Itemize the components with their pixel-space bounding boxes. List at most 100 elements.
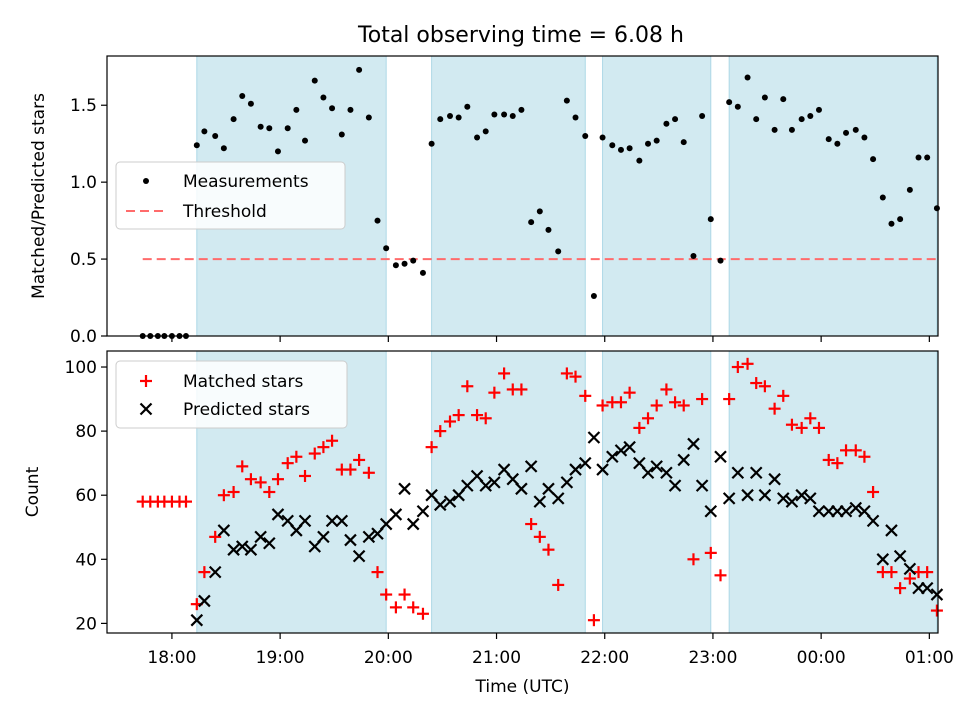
predicted-star-marker bbox=[416, 504, 430, 518]
top-x-ticks bbox=[171, 336, 930, 342]
matched-star-marker bbox=[407, 601, 420, 614]
top-legend: Measurements Threshold bbox=[115, 161, 346, 230]
x-tick-label: 18:00 bbox=[147, 648, 196, 668]
matched-star-marker bbox=[849, 444, 862, 457]
x-axis-label: Time (UTC) bbox=[475, 677, 570, 697]
y-tick-label: 1.5 bbox=[70, 96, 97, 116]
measurement-point bbox=[545, 226, 552, 233]
x-tick-label: 01:00 bbox=[905, 648, 954, 668]
marker-stroke bbox=[641, 466, 655, 480]
marker-stroke bbox=[614, 444, 628, 457]
chart-title: Total observing time = 6.08 h bbox=[357, 23, 684, 48]
measurement-point bbox=[582, 133, 589, 139]
measurement-point bbox=[401, 260, 408, 267]
measurement-point bbox=[897, 216, 904, 223]
matched-star-marker bbox=[768, 402, 781, 415]
predicted-star-marker bbox=[227, 543, 240, 556]
matched-star-marker bbox=[244, 473, 257, 486]
marker-stroke bbox=[198, 594, 211, 608]
marker-stroke bbox=[352, 549, 366, 563]
marker-stroke bbox=[515, 482, 528, 496]
matched-star-marker bbox=[281, 457, 294, 470]
measurement-point bbox=[761, 94, 768, 101]
predicted-star-marker bbox=[614, 444, 628, 457]
matched-star-marker bbox=[750, 377, 763, 390]
matched-star-marker bbox=[723, 393, 736, 406]
matched-star-marker bbox=[831, 457, 844, 470]
marker-stroke bbox=[812, 504, 826, 518]
matched-star-marker bbox=[353, 453, 366, 466]
matched-star-marker bbox=[677, 399, 690, 412]
matched-star-marker bbox=[271, 473, 284, 486]
top-y-axis-label: Matched/Predicted stars bbox=[29, 93, 49, 299]
measurement-point bbox=[672, 116, 679, 123]
measurement-point bbox=[924, 154, 931, 161]
marker-stroke bbox=[930, 588, 944, 601]
y-tick-label: 100 bbox=[65, 358, 97, 378]
measurement-point bbox=[753, 116, 760, 123]
matched-star-marker bbox=[731, 361, 744, 374]
marker-stroke bbox=[650, 460, 663, 473]
predicted-star-marker bbox=[271, 508, 285, 521]
measurement-point bbox=[509, 113, 516, 119]
measurement-point bbox=[329, 105, 336, 112]
matched-star-marker bbox=[903, 572, 916, 585]
matched-star-marker bbox=[498, 367, 511, 380]
matched-star-marker bbox=[444, 415, 457, 428]
x-tick-label: 21:00 bbox=[472, 648, 521, 668]
measurement-point bbox=[933, 205, 940, 212]
marker-stroke bbox=[208, 565, 222, 579]
matched-star-marker bbox=[704, 546, 717, 559]
measurement-point bbox=[247, 100, 254, 107]
measurement-point bbox=[870, 156, 877, 163]
measurement-point bbox=[852, 126, 859, 133]
matched-star-marker bbox=[290, 450, 303, 463]
y-tick-label: 40 bbox=[75, 550, 97, 570]
measurement-point bbox=[788, 126, 795, 133]
predicted-star-marker bbox=[235, 540, 249, 553]
measurement-point bbox=[518, 106, 525, 113]
matched-stars-series bbox=[136, 357, 943, 627]
predicted-star-marker bbox=[560, 476, 574, 489]
matched-star-marker bbox=[452, 409, 465, 422]
x-tick-label: 19:00 bbox=[256, 648, 305, 668]
marker-stroke bbox=[623, 440, 636, 454]
measurement-point bbox=[636, 157, 643, 164]
marker-stroke bbox=[362, 530, 376, 544]
marker-stroke bbox=[785, 495, 799, 508]
measurement-point bbox=[455, 114, 462, 121]
measurement-point bbox=[302, 137, 309, 144]
marker-stroke bbox=[704, 504, 718, 518]
marker-stroke bbox=[741, 488, 754, 502]
matched-star-marker bbox=[425, 441, 438, 454]
bottom-legend: Matched stars Predicted stars bbox=[115, 360, 348, 429]
y-tick-label: 20 bbox=[75, 614, 97, 634]
predicted-star-marker bbox=[903, 562, 917, 576]
matched-star-marker bbox=[398, 588, 411, 601]
matched-star-marker bbox=[660, 383, 673, 396]
marker-stroke bbox=[139, 402, 153, 416]
measurements-series bbox=[139, 66, 940, 339]
matched-star-marker bbox=[479, 412, 492, 425]
measurement-point bbox=[843, 129, 850, 136]
predicted-star-marker bbox=[198, 594, 211, 608]
marker-stroke bbox=[479, 479, 492, 492]
predicted-star-marker bbox=[866, 514, 880, 528]
marker-stroke bbox=[677, 453, 691, 467]
predicted-star-marker bbox=[776, 492, 790, 505]
marker-stroke bbox=[551, 492, 565, 505]
measurement-point bbox=[320, 94, 327, 101]
bottom-x-ticks: 18:00 19:00 20:00 21:00 22:00 23:00 00:00 01:00 bbox=[147, 633, 954, 668]
predicted-star-marker bbox=[741, 488, 754, 502]
marker-stroke bbox=[235, 540, 249, 553]
predicted-star-marker bbox=[533, 495, 547, 508]
marker-stroke bbox=[768, 472, 781, 486]
matched-star-marker bbox=[299, 469, 312, 482]
measurement-point bbox=[771, 126, 778, 133]
measurement-point bbox=[311, 77, 318, 84]
measurement-point bbox=[879, 194, 886, 201]
predicted-stars-series bbox=[190, 431, 944, 627]
predicted-star-marker bbox=[641, 466, 655, 480]
predicted-star-marker bbox=[795, 488, 808, 502]
